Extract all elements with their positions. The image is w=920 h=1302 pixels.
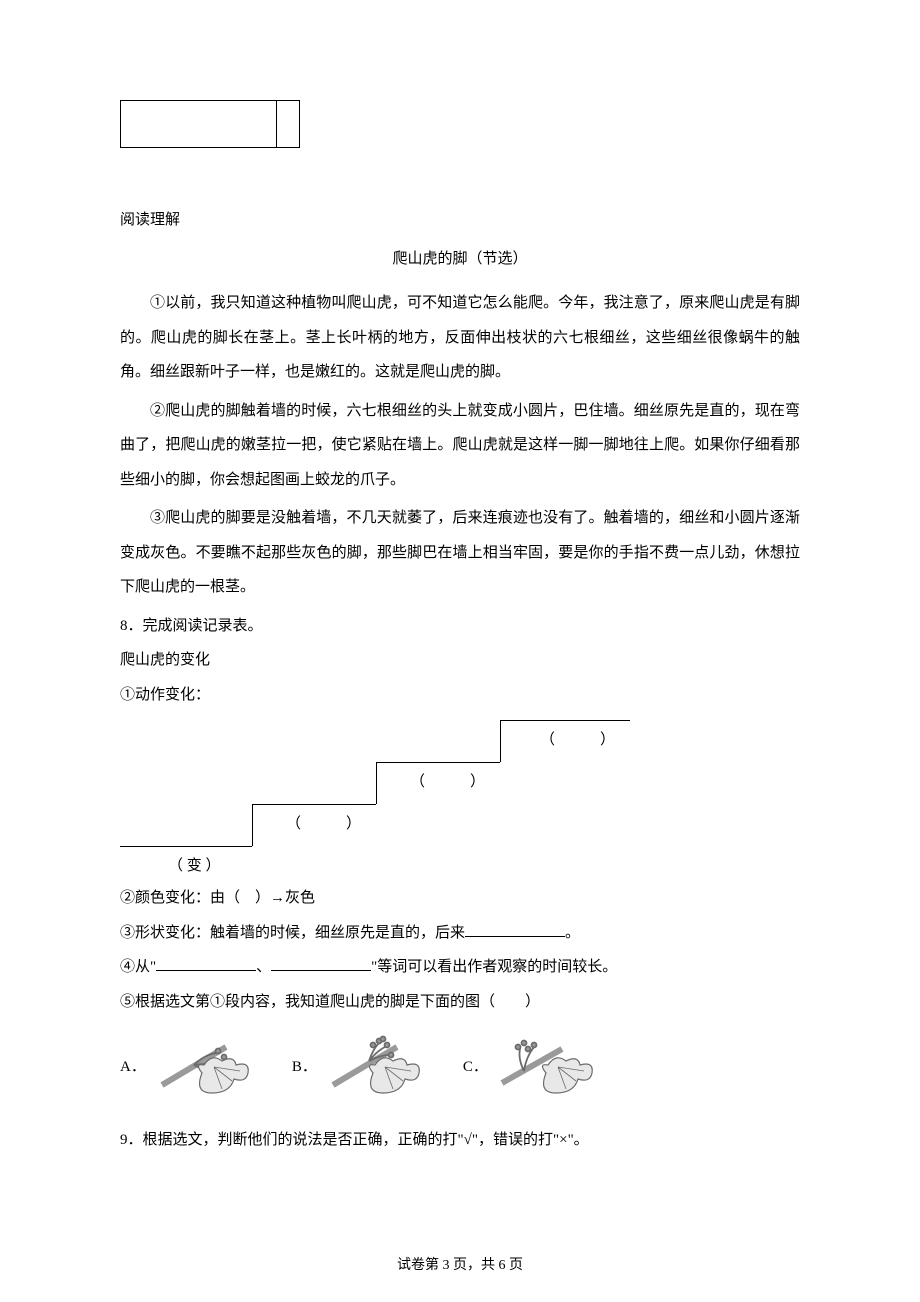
paragraph-2: ②爬山虎的脚触着墙的时候，六七根细丝的头上就变成小圆片，巴住墙。细丝原先是直的，… <box>120 394 800 498</box>
sub-q3-prefix: ③形状变化：触着墙的时候，细丝原先是直的，后来 <box>120 925 465 941</box>
options-row: A． B． <box>120 1033 800 1097</box>
option-c[interactable]: C． <box>463 1033 606 1097</box>
option-b[interactable]: B． <box>292 1033 435 1097</box>
sub-q4-mid: 、 <box>256 959 271 975</box>
stair-label-1: （ ） <box>286 812 361 833</box>
page-footer: 试卷第 3 页，共 6 页 <box>0 1254 920 1274</box>
option-a[interactable]: A． <box>120 1033 264 1097</box>
paragraph-1: ①以前，我只知道这种植物叫爬山虎，可不知道它怎么能爬。今年，我注意了，原来爬山虎… <box>120 286 800 390</box>
option-b-label: B． <box>292 1055 317 1076</box>
leaf-icon-c <box>496 1033 606 1097</box>
section-label: 阅读理解 <box>120 208 800 229</box>
sub-q4: ④从" 、 "等词可以看出作者观察的时间较长。 <box>120 950 800 985</box>
sub-q1-label: ①动作变化： <box>120 678 800 713</box>
option-c-label: C． <box>463 1055 488 1076</box>
option-a-label: A． <box>120 1055 146 1076</box>
blank-q3[interactable] <box>465 922 565 937</box>
sub-q2: ②颜色变化：由（ ）→灰色 <box>120 881 800 916</box>
sub-q3-suffix: 。 <box>565 925 580 941</box>
sub-q5: ⑤根据选文第①段内容，我知道爬山虎的脚是下面的图（ ） <box>120 985 800 1020</box>
blank-q4a[interactable] <box>156 956 256 971</box>
leaf-icon-a <box>154 1033 264 1097</box>
passage-title: 爬山虎的脚（节选） <box>120 247 800 268</box>
page: 阅读理解 爬山虎的脚（节选） ①以前，我只知道这种植物叫爬山虎，可不知道它怎么能… <box>0 0 920 1302</box>
stair-bottom-label: （ 变 ） <box>168 854 800 875</box>
paragraph-3: ③爬山虎的脚要是没触着墙，不几天就萎了，后来连痕迹也没有了。触着墙的，细丝和小圆… <box>120 501 800 605</box>
sub-q3: ③形状变化：触着墙的时候，细丝原先是直的，后来 。 <box>120 916 800 951</box>
sub-q4-prefix: ④从" <box>120 959 156 975</box>
stair-diagram: （ ） （ ） （ ） （ 变 ） <box>120 720 800 875</box>
header-right-cell <box>277 101 299 147</box>
question-9: 9．根据选文，判断他们的说法是否正确，正确的打"√"，错误的打"×"。 <box>120 1123 800 1158</box>
stair-label-2: （ ） <box>410 770 485 791</box>
changes-title: 爬山虎的变化 <box>120 643 800 678</box>
blank-q4b[interactable] <box>271 956 371 971</box>
header-box <box>120 100 300 148</box>
leaf-icon-b <box>325 1033 435 1097</box>
sub-q4-suffix: "等词可以看出作者观察的时间较长。 <box>371 959 617 975</box>
question-8: 8．完成阅读记录表。 <box>120 609 800 644</box>
header-left-cell <box>121 101 277 147</box>
stair-label-3: （ ） <box>540 728 615 749</box>
